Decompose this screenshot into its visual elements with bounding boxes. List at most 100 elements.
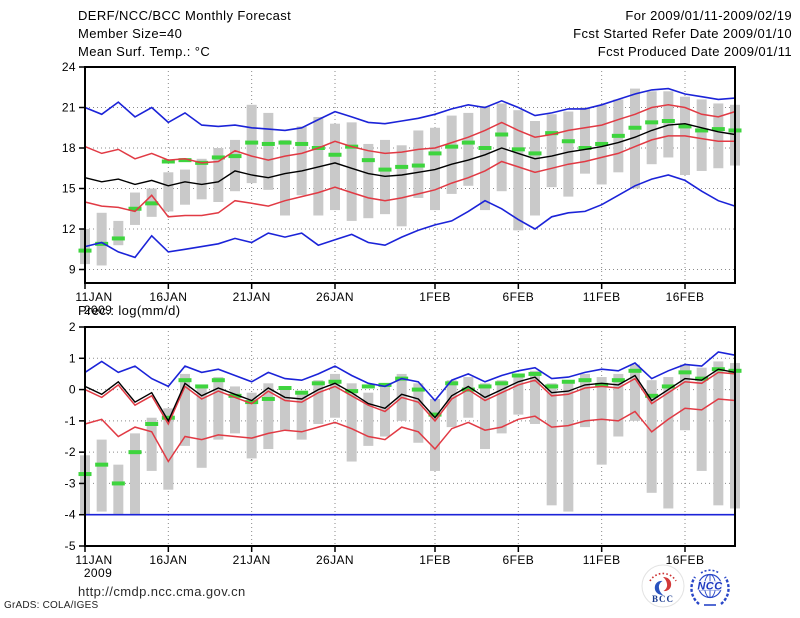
forecast-dash [161, 159, 175, 164]
y-tick-label: -3 [65, 476, 76, 490]
forecast-dash [128, 206, 142, 211]
forecast-dash [311, 381, 325, 386]
member-range-bar [663, 377, 674, 509]
y-tick-label: 2 [69, 320, 76, 334]
refer-date-label: Fcst Started Refer Date 2009/01/10 [573, 26, 792, 41]
member-range-bar [513, 110, 524, 231]
member-range-bar [413, 383, 424, 443]
bcc-logo-circle [641, 564, 685, 608]
y-tick-label: 15 [62, 182, 76, 196]
member-range-bar [696, 367, 707, 471]
forecast-dash [361, 384, 375, 389]
x-tick-label: 1FEB [419, 553, 451, 567]
member-range-bar [446, 115, 457, 194]
y-tick-label: -4 [65, 508, 76, 522]
temp-panel-title: Mean Surf. Temp.: °C [78, 44, 211, 59]
source-url-text: http://cmdp.ncc.cma.gov.cn [78, 584, 246, 599]
forecast-dash [478, 384, 492, 389]
x-tick-label: 11JAN [75, 290, 112, 304]
member-range-bar [263, 112, 274, 190]
x-tick-label: 26JAN [316, 553, 354, 567]
x-tick-year-label: 2009 [84, 303, 112, 317]
forecast-dash [111, 236, 125, 241]
member-range-bar [163, 172, 174, 212]
x-tick-label: 26JAN [316, 290, 354, 304]
forecast-dash [128, 450, 142, 455]
forecast-dash [378, 167, 392, 172]
member-range-bar [646, 380, 657, 493]
member-range-bar [296, 126, 307, 196]
forecast-dash [678, 124, 692, 129]
forecast-dash [328, 152, 342, 157]
forecast-dash [511, 147, 525, 152]
forecast-dash [345, 389, 359, 394]
forecast-dash [628, 368, 642, 373]
bcc-logo-swirl-red [663, 577, 672, 592]
member-range-bar [296, 392, 307, 440]
bcc-logo: BCC [641, 564, 685, 608]
y-tick-label: -2 [65, 445, 76, 459]
member-range-bar [213, 377, 224, 440]
forecast-dash [495, 132, 509, 137]
x-tick-label: 16FEB [666, 290, 705, 304]
forecast-dash [295, 141, 309, 146]
x-tick-year-label: 2009 [84, 566, 112, 580]
member-range-bar [480, 106, 490, 211]
ncc-logo: NCC [690, 569, 730, 606]
member-range-bar [230, 139, 240, 192]
member-range-bar [580, 107, 590, 174]
forecast-dash [511, 373, 525, 378]
member-range-bar [230, 386, 240, 434]
member-range-bar [713, 103, 724, 169]
precip-panel-title: Prec.: log(mm/d) [78, 303, 181, 318]
member-range-bar [180, 169, 190, 205]
member-range-bar [96, 212, 107, 266]
member-range-bar [513, 373, 524, 415]
forecast-dash [561, 379, 575, 384]
bcc-logo-text: BCC [652, 594, 674, 604]
forecast-dash [661, 384, 675, 389]
forecast-dash [628, 125, 642, 130]
forecast-dash [328, 379, 342, 384]
y-tick-label: -5 [65, 539, 76, 553]
forecast-dash [678, 370, 692, 375]
forecast-dash [228, 154, 242, 159]
member-range-bar [430, 398, 440, 471]
member-range-bar [213, 148, 224, 202]
member-range-bar [196, 158, 207, 200]
forecast-dash [161, 415, 175, 420]
forecast-dash [461, 140, 475, 145]
forecast-dash [95, 241, 109, 246]
member-range-bar [180, 373, 190, 446]
forecast-dash [195, 384, 209, 389]
produced-date-label: Fcst Produced Date 2009/01/11 [597, 44, 792, 59]
x-tick-label: 6FEB [503, 553, 535, 567]
member-range-bar [130, 433, 140, 515]
forecast-dash [211, 155, 225, 160]
member-range-bar [680, 364, 690, 431]
member-range-bar [346, 122, 357, 221]
forecast-dash [428, 151, 442, 156]
forecast-dash [445, 381, 459, 386]
bcc-logo-arc-text [649, 572, 677, 582]
member-range-bar [713, 361, 724, 506]
member-range-bar [396, 145, 407, 227]
forecast-dash [545, 131, 559, 136]
ncc-logo-wreath-right [720, 576, 730, 605]
forecast-dash [611, 133, 625, 138]
ncc-logo-band [695, 581, 725, 591]
member-range-bar [96, 439, 107, 512]
forecast-range-label: For 2009/01/11-2009/02/19 [625, 8, 792, 23]
x-tick-label: 16JAN [149, 290, 187, 304]
forecast-dash [578, 146, 592, 150]
forecast-dash [611, 378, 625, 383]
series-ensemble-mean [84, 368, 736, 423]
ncc-logo-top-arc [700, 569, 720, 574]
forecast-dash [111, 481, 125, 486]
plot-frame [84, 66, 736, 284]
member-range-bar [446, 380, 457, 428]
forecast-dash [411, 387, 425, 392]
member-range-bar [463, 377, 474, 418]
series-ensemble-max [84, 87, 736, 132]
